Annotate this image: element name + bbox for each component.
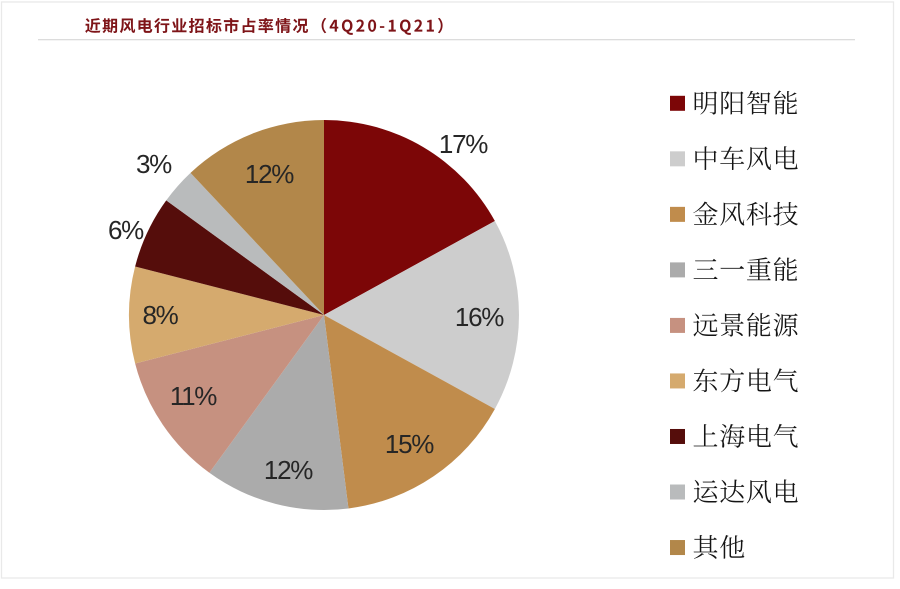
svg-text:16%: 16%: [455, 302, 504, 332]
svg-text:6%: 6%: [108, 215, 144, 245]
svg-text:3%: 3%: [136, 149, 172, 179]
svg-text:17%: 17%: [439, 129, 488, 159]
svg-text:15%: 15%: [385, 429, 434, 459]
svg-text:12%: 12%: [245, 159, 294, 189]
svg-text:11%: 11%: [170, 381, 217, 411]
svg-text:8%: 8%: [143, 300, 179, 330]
svg-text:12%: 12%: [264, 455, 313, 485]
